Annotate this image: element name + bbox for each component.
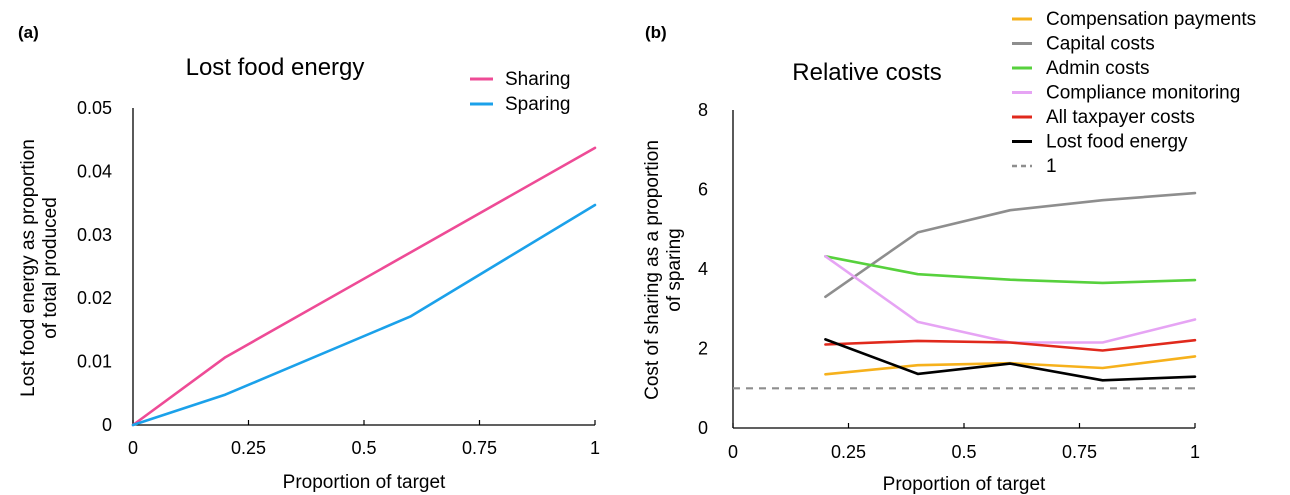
panel-a: (a) Lost food energy 0 0.25 0.5 0.75 1 0 0.01 0.0… <box>18 23 600 493</box>
series-line-admin-costs <box>824 254 1197 285</box>
x-tick-label: 0.5 <box>951 442 976 462</box>
x-tick-label: 0.5 <box>351 438 376 458</box>
y-tick-label: 0.04 <box>77 161 112 181</box>
x-tick-label: 0.25 <box>231 438 266 458</box>
series-line-sharing <box>131 146 597 427</box>
y-axis-title: Lost food energy as proportion of total p… <box>18 139 61 397</box>
legend-label: Compliance monitoring <box>1046 83 1240 104</box>
panel-label: (a) <box>18 23 39 42</box>
y-tick-label: 6 <box>698 180 708 200</box>
y-tick-label: 2 <box>698 339 708 359</box>
y-axis-title: Cost of sharing as a proportion of sparin… <box>642 140 685 400</box>
y-tick-label: 0 <box>698 418 708 438</box>
legend-label: Admin costs <box>1046 58 1149 79</box>
legend: Compensation payments Capital costs Admin … <box>1012 9 1256 177</box>
legend: Sharing Sparing <box>470 69 571 115</box>
y-tick-label: 0.05 <box>77 98 112 118</box>
x-axis-title: Proportion of target <box>283 472 446 493</box>
panel-b: (b) Relative costs 0 0.25 0.5 0.75 1 0 2 4 6 8 Propo… <box>642 9 1256 495</box>
legend-label: Lost food energy <box>1046 132 1188 153</box>
legend-label: All taxpayer costs <box>1046 107 1195 128</box>
series-line-compliance-monitoring <box>824 254 1197 344</box>
x-axis-title: Proportion of target <box>883 474 1046 495</box>
legend-label: Sharing <box>505 69 571 90</box>
y-tick-label: 0.03 <box>77 225 112 245</box>
y-tick-label: 0.01 <box>77 352 112 372</box>
legend-label: Sparing <box>505 94 571 115</box>
x-tick-label: 1 <box>1190 442 1200 462</box>
x-tick-label: 0 <box>128 438 138 458</box>
y-axis-title-line: of sparing <box>664 228 685 311</box>
x-tick-label: 1 <box>590 438 600 458</box>
legend-label: Compensation payments <box>1046 9 1256 30</box>
y-axis-title-line: Lost food energy as proportion <box>18 139 39 397</box>
y-tick-label: 0.02 <box>77 288 112 308</box>
series-line-all-taxpayer-costs <box>824 338 1197 352</box>
y-axis-title-line: of total produced <box>40 197 61 339</box>
x-tick-label: 0 <box>728 442 738 462</box>
y-tick-label: 8 <box>698 100 708 120</box>
chart-title: Lost food energy <box>186 54 365 81</box>
legend-label: Capital costs <box>1046 34 1155 55</box>
x-tick-label: 0.75 <box>462 438 497 458</box>
x-tick-label: 0.25 <box>831 442 866 462</box>
y-tick-label: 0 <box>102 415 112 435</box>
series-line-sparing <box>131 203 597 427</box>
series-line-lost-food-energy <box>824 338 1197 382</box>
x-tick-label: 0.75 <box>1062 442 1097 462</box>
series-line-capital-costs <box>824 191 1197 299</box>
y-tick-label: 4 <box>698 259 708 279</box>
panel-label: (b) <box>645 23 667 42</box>
chart-title: Relative costs <box>792 59 941 86</box>
legend-label: 1 <box>1046 156 1057 177</box>
y-axis-title-line: Cost of sharing as a proportion <box>642 140 663 400</box>
